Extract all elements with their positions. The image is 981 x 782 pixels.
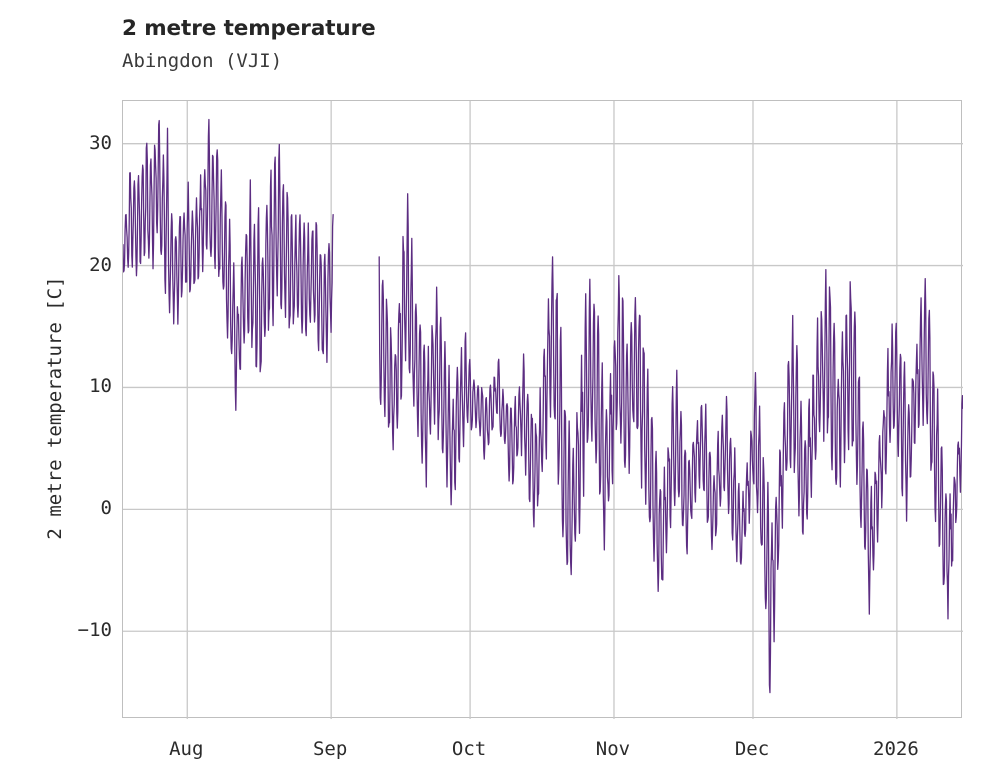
series-lines [123,118,963,694]
x-tick-label: Oct [451,738,487,760]
y-axis-ticks: 30 20 10 0 −10 [46,100,112,718]
x-tick-label: 2026 [873,738,919,760]
x-tick-label: Aug [169,738,204,760]
page-title: 2 metre temperature [122,16,376,41]
temperature-line [123,118,334,411]
y-tick-label: −10 [77,619,112,642]
plot-area [122,100,963,719]
y-tick-label: 10 [89,375,112,398]
x-axis-ticks: Aug Sep Oct Nov Dec 2026 [122,738,962,768]
temperature-line [378,193,963,694]
y-tick-label: 0 [100,497,112,520]
timeseries-plot [123,101,963,719]
x-tick-label: Nov [595,738,631,760]
x-tick-label: Sep [312,738,348,760]
x-tick-label: Dec [734,738,770,760]
y-tick-label: 20 [89,253,112,276]
y-tick-label: 30 [89,131,112,154]
chart-subtitle: Abingdon (VJI) [122,50,283,72]
